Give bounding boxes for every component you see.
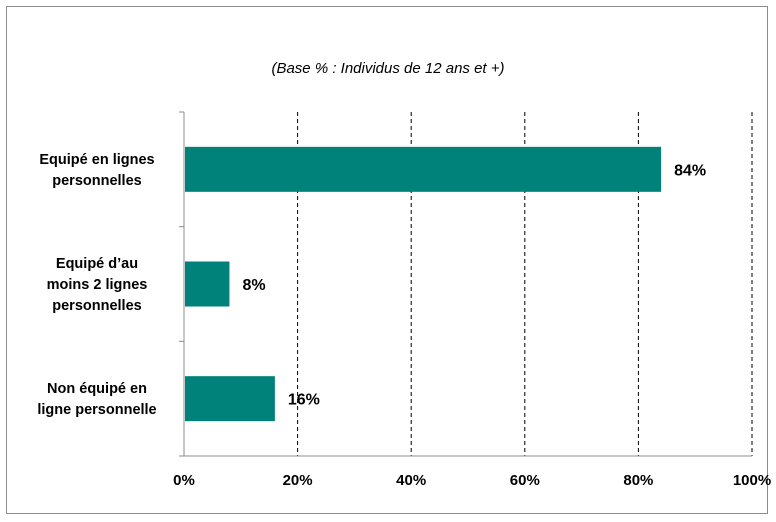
bar: [185, 376, 275, 422]
bar: [185, 146, 662, 192]
category-label-line: ligne personnelle: [37, 402, 156, 418]
chart-subtitle: (Base % : Individus de 12 ans et +): [271, 60, 505, 77]
bar: [185, 261, 230, 307]
x-tick-label: 40%: [396, 472, 426, 489]
category-label-line: Non équipé en: [47, 381, 147, 397]
data-label: 8%: [242, 277, 265, 294]
category-label-line: personnelles: [52, 173, 141, 189]
data-label: 16%: [288, 392, 320, 409]
category-label: Equipé d’au moins 2 lignes personnelles: [47, 256, 148, 314]
category-label: Equipé en lignes personnelles: [39, 152, 154, 189]
category-label-line: Equipé d’au: [56, 256, 138, 272]
bars: [185, 146, 662, 422]
category-label-line: moins 2 lignes: [47, 277, 148, 293]
data-label: 84%: [674, 162, 706, 179]
x-tick-label: 60%: [510, 472, 540, 489]
x-tick-label: 80%: [623, 472, 653, 489]
category-label: Non équipé en ligne personnelle: [37, 381, 156, 418]
x-tick-label: 20%: [283, 472, 313, 489]
x-tick-label: 0%: [173, 472, 195, 489]
category-label-line: personnelles: [52, 298, 141, 314]
chart-frame: [6, 6, 768, 514]
labels: 0% 20% 40% 60% 80% 100% 84% Equipé en lignes per…: [37, 152, 771, 489]
category-label-line: Equipé en lignes: [39, 152, 154, 168]
x-tick-label: 100%: [733, 472, 771, 489]
axes: [179, 111, 752, 457]
